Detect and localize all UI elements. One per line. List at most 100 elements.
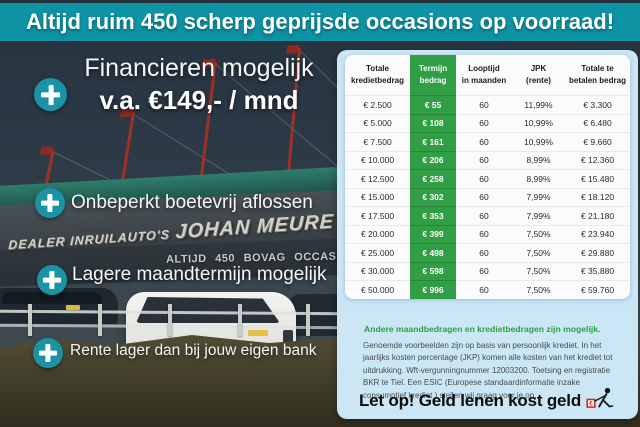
table-cell: € 206 [410, 150, 456, 169]
table-cell: € 17.500 [345, 206, 410, 225]
table-cell: € 9.660 [565, 132, 630, 151]
table-cell: € 15.000 [345, 187, 410, 207]
table-cell: € 6.480 [565, 113, 630, 133]
table-cell: 8,99% [512, 150, 565, 170]
usp-financing-line2: v.a. €149,- / mnd [99, 85, 299, 115]
svg-text:€: € [589, 402, 593, 408]
header-banner: Altijd ruim 450 scherp geprijsde occasio… [0, 3, 640, 41]
table-cell: € 3.300 [565, 95, 630, 114]
suv-license-plate [248, 330, 268, 336]
usp-lower-term: Lagere maandtermijn mogelijk [72, 264, 327, 285]
fence-post [306, 304, 310, 336]
table-row: € 50.000 € 996 60 7,50% € 59.760 [345, 280, 630, 299]
table-cell: 60 [456, 150, 512, 170]
plus-icon [33, 338, 63, 368]
table-cell: € 23.940 [565, 224, 630, 244]
plus-icon [34, 78, 67, 111]
table-cell: 60 [456, 261, 512, 281]
plus-icon [35, 188, 65, 218]
table-row: € 15.000 € 302 60 7,99% € 18.120 [345, 187, 630, 207]
credit-warning: Let op! Geld lenen kost geld € [337, 387, 638, 414]
table-cell: 60 [456, 95, 512, 114]
table-cell: € 12.500 [345, 169, 410, 188]
table-cell: 10,99% [512, 132, 565, 151]
usp-financing-line1: Financieren mogelijk [84, 54, 314, 82]
table-row: € 7.500 € 161 60 10,99% € 9.660 [345, 132, 630, 151]
geld-lenen-warning-icon: € [586, 387, 616, 414]
table-cell: € 35.880 [565, 261, 630, 281]
table-row: € 5.000 € 108 60 10,99% € 6.480 [345, 113, 630, 133]
table-cell: € 399 [410, 224, 456, 243]
table-row: € 17.500 € 353 60 7,99% € 21.180 [345, 206, 630, 225]
table-cell: 60 [456, 132, 512, 151]
plus-icon [37, 265, 67, 295]
table-cell: 10,99% [512, 113, 565, 133]
car-window [2, 292, 102, 304]
table-row: € 20.000 € 399 60 7,50% € 23.940 [345, 224, 630, 244]
table-cell: 60 [456, 224, 512, 244]
table-cell: € 10.000 [345, 150, 410, 170]
table-cell: 7,50% [512, 261, 565, 281]
table-cell: 7,50% [512, 243, 565, 262]
table-cell: € 7.500 [345, 132, 410, 151]
table-cell: € 50.000 [345, 280, 410, 299]
table-cell: € 29.880 [565, 243, 630, 262]
credit-warning-text: Let op! Geld lenen kost geld [358, 390, 582, 410]
table-cell: € 5.000 [345, 113, 410, 133]
table-cell: 7,99% [512, 206, 565, 225]
table-cell: 60 [456, 169, 512, 188]
table-cell: € 161 [410, 132, 456, 151]
table-cell: 60 [456, 280, 512, 299]
finance-table-card: Totale kredietbedrag Termijn bedrag Looptijd… [345, 55, 630, 299]
finance-table-body: € 2.500 € 55 60 11,99% € 3.300 € 5.000 € 108 60… [345, 95, 630, 299]
table-row: € 10.000 € 206 60 8,99% € 12.360 [345, 150, 630, 170]
table-row: € 2.500 € 55 60 11,99% € 3.300 [345, 95, 630, 114]
table-cell: € 353 [410, 206, 456, 225]
table-cell: € 12.360 [565, 150, 630, 170]
table-cell: € 15.480 [565, 169, 630, 188]
table-cell: € 108 [410, 113, 456, 132]
suv-grille [283, 330, 293, 348]
table-cell: 7,99% [512, 187, 565, 207]
disclaimer-body: Genoemde voorbeelden zijn op basis van p… [363, 341, 613, 400]
column-header: JPK (rente) [526, 63, 551, 85]
column-header: Totale kredietbedrag [351, 63, 404, 85]
table-cell: 60 [456, 113, 512, 133]
column-header: Totale te betalen bedrag [569, 63, 626, 85]
table-row: € 12.500 € 258 60 8,99% € 15.480 [345, 169, 630, 188]
flag [39, 146, 54, 155]
fence-post [98, 304, 102, 336]
table-cell: € 55 [410, 95, 456, 114]
disclaimer-heading: Andere maandbedragen en kredietbedragen … [364, 324, 601, 334]
flag [286, 44, 300, 55]
table-cell: 11,99% [512, 95, 565, 114]
table-cell: € 30.000 [345, 261, 410, 281]
table-cell: € 302 [410, 187, 456, 206]
table-cell: € 258 [410, 169, 456, 188]
table-cell: € 21.180 [565, 206, 630, 225]
table-cell: € 498 [410, 243, 456, 262]
table-cell: 8,99% [512, 169, 565, 188]
table-cell: € 25.000 [345, 243, 410, 262]
table-cell: € 598 [410, 261, 456, 280]
table-cell: € 996 [410, 280, 456, 299]
table-cell: 60 [456, 187, 512, 207]
table-cell: 60 [456, 206, 512, 225]
fence-post [28, 304, 32, 336]
usp-repayment: Onbeperkt boetevrij aflossen [71, 192, 313, 213]
column-header: Looptijd in maanden [461, 63, 507, 85]
table-cell: 60 [456, 243, 512, 262]
column-header: Termijn bedrag [410, 55, 456, 95]
table-cell: 7,50% [512, 280, 565, 299]
fence-post [238, 304, 242, 336]
finance-panel: Totale kredietbedrag Termijn bedrag Looptijd… [337, 50, 638, 419]
table-row: € 30.000 € 598 60 7,50% € 35.880 [345, 261, 630, 281]
table-cell: 7,50% [512, 224, 565, 244]
table-cell: € 2.500 [345, 95, 410, 114]
usp-lower-interest: Rente lager dan bij jouw eigen bank [70, 342, 317, 359]
finance-table-header-row: Totale kredietbedrag Termijn bedrag Looptijd… [345, 55, 630, 95]
fence-post [168, 304, 172, 336]
table-row: € 25.000 € 498 60 7,50% € 29.880 [345, 243, 630, 262]
table-cell: € 20.000 [345, 224, 410, 244]
